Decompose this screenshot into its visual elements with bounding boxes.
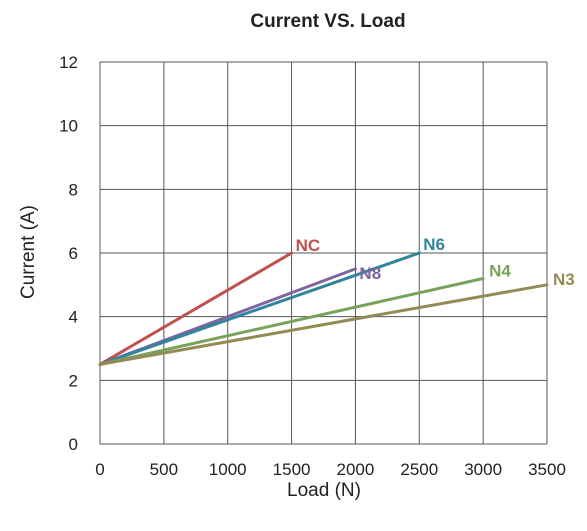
- tick-labels: 0 500 1000 1500 2000 2500 3000 3500 0 2 4 6 8 10 12: [59, 53, 566, 479]
- y-axis-label: Current (A): [18, 205, 39, 299]
- y-tick-label: 4: [69, 308, 78, 327]
- x-tick-label: 500: [150, 460, 178, 479]
- x-tick-label: 0: [95, 460, 104, 479]
- series-line-nc: [98, 251, 294, 366]
- series-line-n4: [98, 277, 485, 366]
- series-label-n4: N4: [489, 261, 511, 280]
- y-tick-label: 12: [59, 53, 78, 72]
- series-lines: [98, 251, 549, 366]
- x-axis-label: Load (N): [287, 480, 361, 501]
- series-label-n3: N3: [553, 270, 575, 289]
- chart-title: Current VS. Load: [250, 11, 405, 32]
- series-labels: NC N8 N6 N4 N3: [296, 235, 575, 289]
- x-tick-label: 3000: [464, 460, 502, 479]
- series-label-n8: N8: [359, 264, 381, 283]
- x-tick-label: 3500: [528, 460, 566, 479]
- y-tick-label: 6: [69, 244, 78, 263]
- series-label-nc: NC: [296, 236, 321, 255]
- series-line-n3: [98, 283, 549, 366]
- x-tick-label: 1500: [273, 460, 311, 479]
- y-tick-label: 2: [69, 371, 78, 390]
- y-tick-label: 10: [59, 117, 78, 136]
- x-tick-label: 1000: [209, 460, 247, 479]
- series-line-n6: [98, 251, 421, 366]
- series-label-n6: N6: [423, 235, 445, 254]
- x-tick-label: 2000: [337, 460, 375, 479]
- y-tick-label: 0: [69, 435, 78, 454]
- grid: [99, 61, 548, 445]
- x-tick-label: 2500: [400, 460, 438, 479]
- y-tick-label: 8: [69, 180, 78, 199]
